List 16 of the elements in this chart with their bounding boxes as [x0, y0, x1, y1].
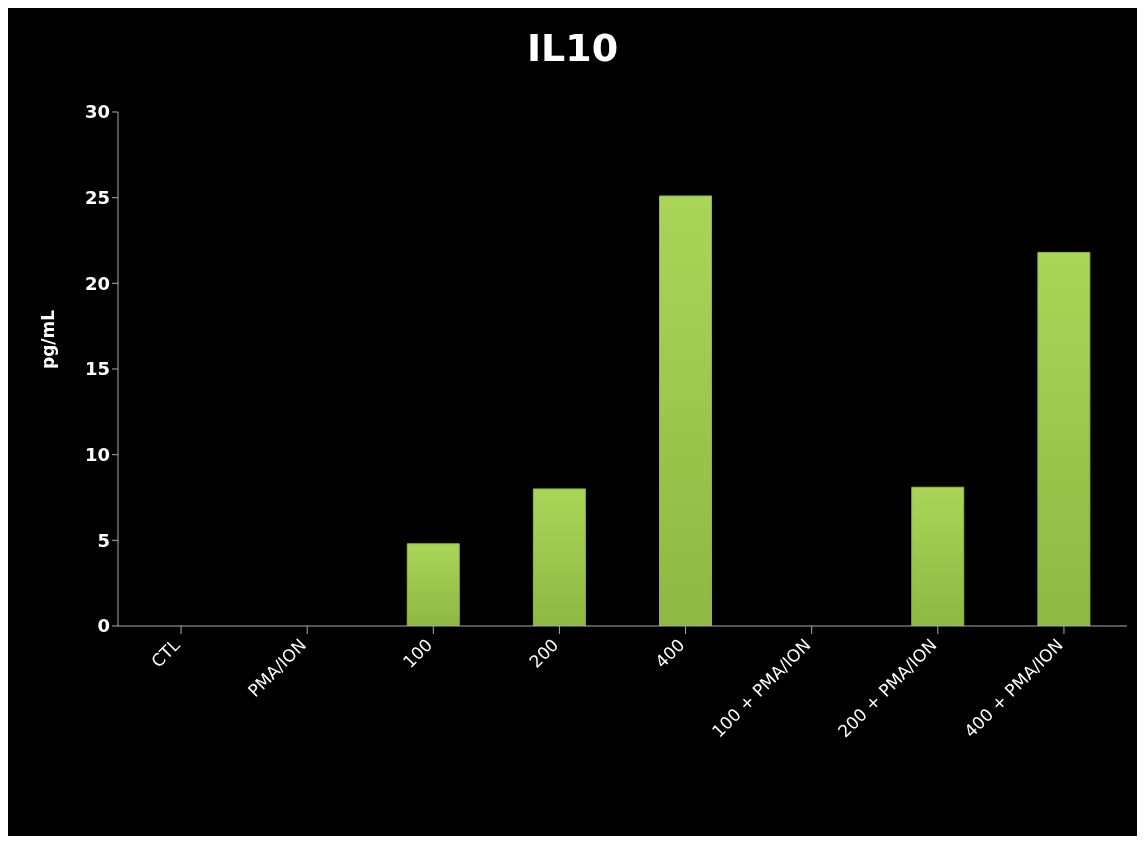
x-tick-label: 400 — [651, 634, 689, 672]
bar — [532, 488, 586, 626]
y-tick-label: 30 — [84, 101, 110, 123]
bar — [1037, 251, 1091, 626]
bar — [911, 486, 965, 626]
y-tick-label: 0 — [97, 615, 110, 637]
y-tick-label: 10 — [84, 444, 110, 466]
y-tick-label: 15 — [84, 358, 110, 380]
y-axis-title: pg/mL — [38, 309, 59, 369]
y-tick-label: 5 — [97, 529, 110, 551]
y-tick-label: 25 — [84, 187, 110, 209]
y-tick-label: 20 — [84, 272, 110, 294]
bar — [406, 543, 460, 626]
chart-title: IL10 — [525, 26, 620, 70]
x-tick-label: CTL — [147, 634, 185, 672]
bar — [659, 195, 712, 626]
